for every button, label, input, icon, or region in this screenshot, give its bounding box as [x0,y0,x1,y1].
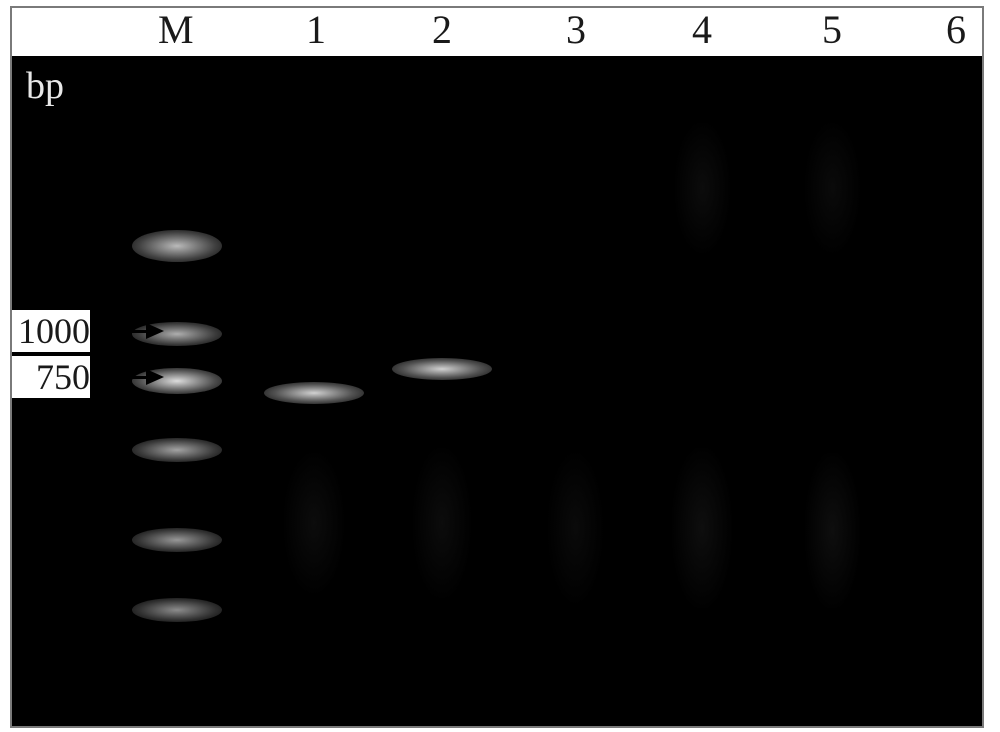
lane-label-M: M [158,6,194,53]
size-marker-1000: 1000 [12,310,164,352]
ladder-band [132,230,222,262]
smear [805,123,860,253]
lane-label-2: 2 [432,6,452,53]
ladder-band [132,528,222,552]
gel-figure: M 1 2 3 4 5 6 bp 1000750 [10,6,984,728]
lane-label-1: 1 [306,6,326,53]
lane-label-5: 5 [822,6,842,53]
smear [413,448,471,598]
arrow-line [90,330,146,333]
smear [548,453,603,603]
sample-band-lane-2 [392,358,492,380]
smear [805,453,860,608]
smear [284,453,344,593]
arrow-head-icon [146,323,164,339]
smear [675,123,730,253]
smear [672,448,732,608]
lane-label-3: 3 [566,6,586,53]
size-marker-label: 1000 [12,310,90,352]
lane-label-4: 4 [692,6,712,53]
lane-label-6: 6 [946,6,966,53]
arrow-line [90,376,146,379]
bp-unit-label: bp [26,64,64,108]
ladder-band [132,598,222,622]
arrow-head-icon [146,369,164,385]
size-marker-label: 750 [12,356,90,398]
sample-band-lane-1 [264,382,364,404]
lane-labels-row: M 1 2 3 4 5 6 [12,8,982,58]
size-marker-750: 750 [12,356,164,398]
ladder-band [132,438,222,462]
